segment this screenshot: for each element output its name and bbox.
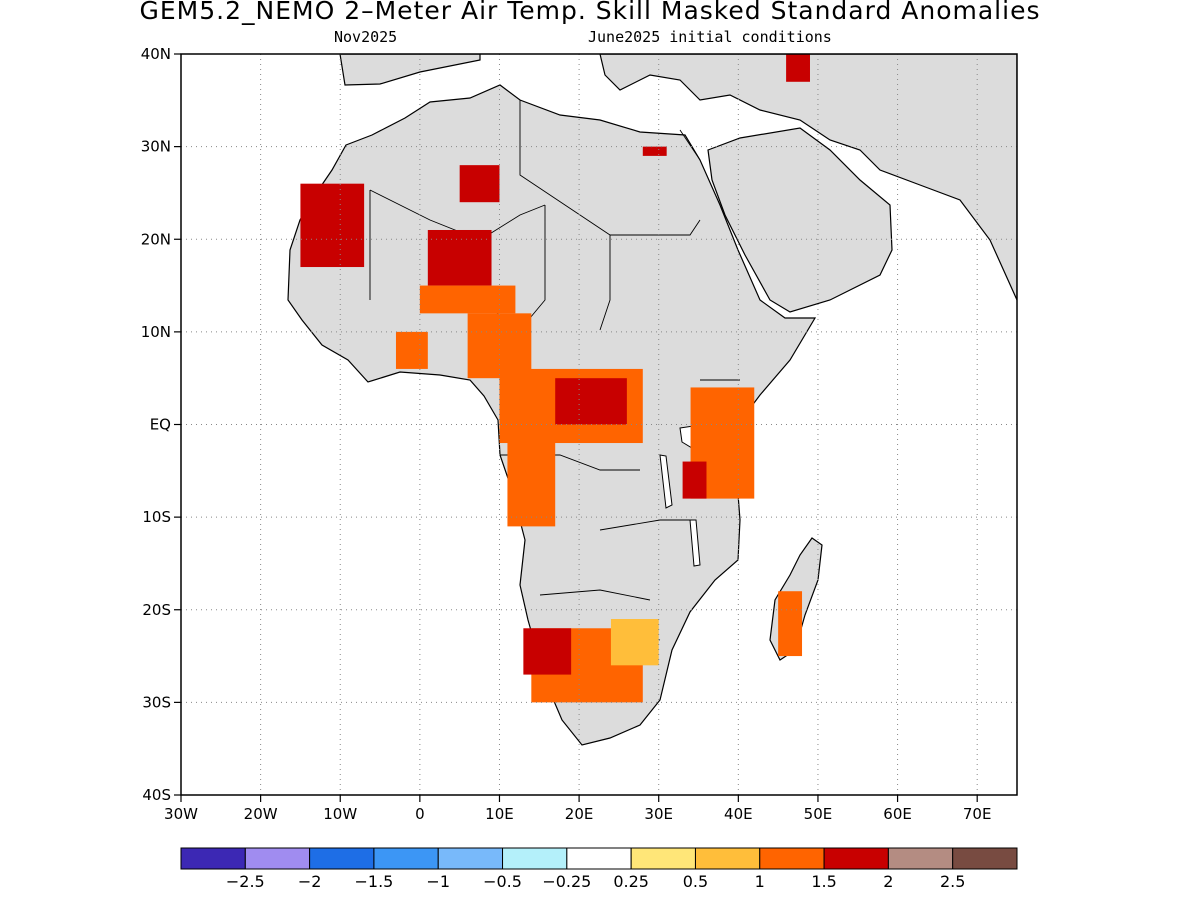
graticule xyxy=(181,54,1017,795)
colorbar-swatch xyxy=(759,847,825,870)
colorbar-label: 2 xyxy=(883,872,893,891)
colorbar-swatch xyxy=(180,847,246,870)
lon-tick-label: 30E xyxy=(644,805,673,823)
lon-tick-label: 20W xyxy=(244,805,278,823)
colorbar-label: −2 xyxy=(298,872,322,891)
colorbar-label: −1 xyxy=(426,872,450,891)
lon-tick-label: 40E xyxy=(724,805,753,823)
colorbar-swatch xyxy=(502,847,568,870)
anomaly-region-egypt xyxy=(642,146,667,156)
arabia-landmass xyxy=(707,127,893,313)
lon-tick-label: 70E xyxy=(963,805,992,823)
forecast-month: Nov2025 xyxy=(334,28,398,46)
colorbar-swatch xyxy=(566,847,632,870)
anomaly-region-drc-congo xyxy=(555,378,627,425)
anomaly-region-gabon-angola xyxy=(507,424,556,527)
colorbar-swatch xyxy=(887,847,954,870)
lon-tick-label: 30W xyxy=(164,805,198,823)
colorbar-swatch xyxy=(952,847,1018,870)
anomaly-region-iraq xyxy=(786,54,810,82)
anomaly-region-namibia-coast xyxy=(523,628,572,675)
lake-tanganyika xyxy=(659,454,673,509)
colorbar-swatch xyxy=(373,847,439,870)
colorbar: −2.5 −2 −1.5 −1 −0.5 −0.25 0.25 0.5 1 1.5 2 2.5 xyxy=(180,847,1018,891)
colorbar-label: 1.5 xyxy=(811,872,836,891)
colorbar-swatch xyxy=(437,847,504,870)
map-title: GEM5.2_NEMO 2–Meter Air Temp. Skill Mask… xyxy=(139,0,1041,25)
lon-tick-label: 0 xyxy=(415,805,425,823)
anomaly-region-algeria-libya xyxy=(459,165,500,203)
lon-tick-label: 10E xyxy=(485,805,514,823)
colorbar-swatch xyxy=(630,847,696,870)
anomaly-region-tanzania xyxy=(682,461,707,499)
colorbar-swatch xyxy=(694,847,761,870)
lat-tick-label: EQ xyxy=(150,416,171,434)
colorbar-label: −2.5 xyxy=(226,872,265,891)
anomaly-region-cameroon-nigeria xyxy=(467,313,532,379)
lon-tick-label: 20E xyxy=(565,805,594,823)
lat-tick-label: 20N xyxy=(141,230,171,248)
colorbar-swatch xyxy=(823,847,889,870)
colorbar-label: 1 xyxy=(755,872,765,891)
lake-malawi xyxy=(689,519,701,567)
colorbar-label: 0.25 xyxy=(613,872,649,891)
lat-tick-label: 40N xyxy=(141,45,171,63)
lon-tick-label: 50E xyxy=(804,805,833,823)
lon-tick-label: 60E xyxy=(883,805,912,823)
initial-conditions-label: June2025 initial conditions xyxy=(588,28,832,46)
colorbar-swatch xyxy=(309,847,375,870)
colorbar-swatch xyxy=(244,847,311,870)
longitude-axis: 30W 20W 10W 0 10E 20E 30E 40E 50E 60E 70E xyxy=(164,795,991,823)
lat-tick-label: 10N xyxy=(141,323,171,341)
lat-tick-label: 30N xyxy=(141,138,171,156)
anomaly-region-niger-chad xyxy=(427,229,492,286)
anomaly-region-madagascar xyxy=(778,591,803,657)
anomaly-region-botswana-zimbabwe xyxy=(610,619,659,666)
lat-tick-label: 40S xyxy=(142,786,171,804)
colorbar-label: −0.25 xyxy=(542,872,591,891)
latitude-axis: 40N 30N 20N 10N EQ 10S 20S 30S 40S xyxy=(141,45,181,804)
anomaly-region-sahel-belt xyxy=(419,285,516,314)
colorbar-label: −1.5 xyxy=(354,872,393,891)
anomaly-cells xyxy=(300,54,810,703)
lat-tick-label: 10S xyxy=(142,508,171,526)
lat-tick-label: 30S xyxy=(142,693,171,711)
anomaly-region-ghana-togo xyxy=(395,331,428,369)
europe-middle-east-landmass xyxy=(339,54,1017,301)
lon-tick-label: 10W xyxy=(323,805,357,823)
colorbar-label: 2.5 xyxy=(940,872,965,891)
lat-tick-label: 20S xyxy=(142,601,171,619)
colorbar-label: −0.5 xyxy=(483,872,522,891)
colorbar-label: 0.5 xyxy=(683,872,708,891)
anomaly-region-mauritania-mali xyxy=(300,183,365,268)
